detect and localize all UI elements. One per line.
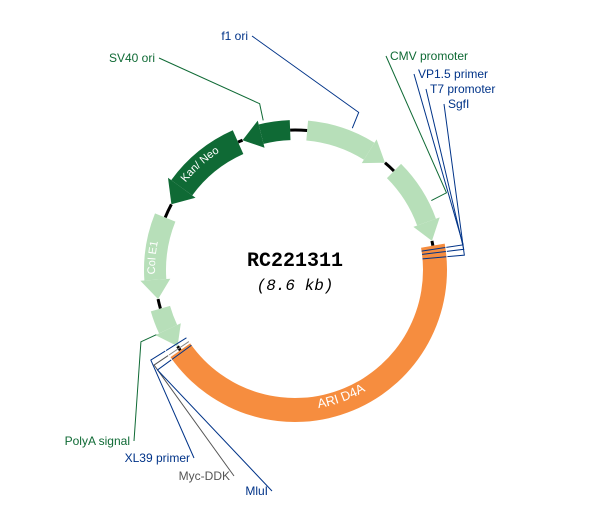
feature-sv40-ori (243, 120, 291, 148)
leader-line (159, 58, 263, 120)
label-t7-promoter: T7 promoter (430, 82, 495, 96)
plasmid-name: RC221311 (247, 250, 343, 273)
label-f1-ori: f1 ori (221, 29, 248, 43)
label-sv40-ori: SV40 ori (109, 51, 155, 65)
label-cmv-promoter: CMV promoter (390, 49, 468, 63)
feature-kan-neo: Kan/ Neo (168, 130, 243, 204)
label-mlui: MluI (245, 484, 268, 498)
backbone (385, 163, 394, 171)
feature-polya-signal (151, 306, 181, 346)
label-polya-signal: PolyA signal (65, 434, 130, 448)
label-xl39-primer: XL39 primer (125, 451, 190, 465)
feature-f1-ori (306, 121, 385, 164)
backbone (238, 140, 242, 142)
label-myc-ddk: Myc-DDK (179, 469, 230, 483)
backbone (295, 130, 307, 131)
label-sgfi: SgfI (448, 97, 469, 111)
backbone (432, 241, 433, 246)
label-vp1-5-primer: VP1.5 primer (418, 67, 488, 81)
backbone (165, 204, 171, 217)
plasmid-size: (8.6 kb) (257, 277, 334, 295)
feature-cmv-promoter (387, 164, 440, 241)
leader-line (134, 335, 156, 441)
backbone (158, 299, 160, 308)
leader-line (252, 36, 359, 128)
feature-col-e1: Col E1 (140, 213, 175, 299)
plasmid-map: ARI D4AKan/ NeoCol E1f1 oriCMV promoterV… (0, 0, 600, 512)
